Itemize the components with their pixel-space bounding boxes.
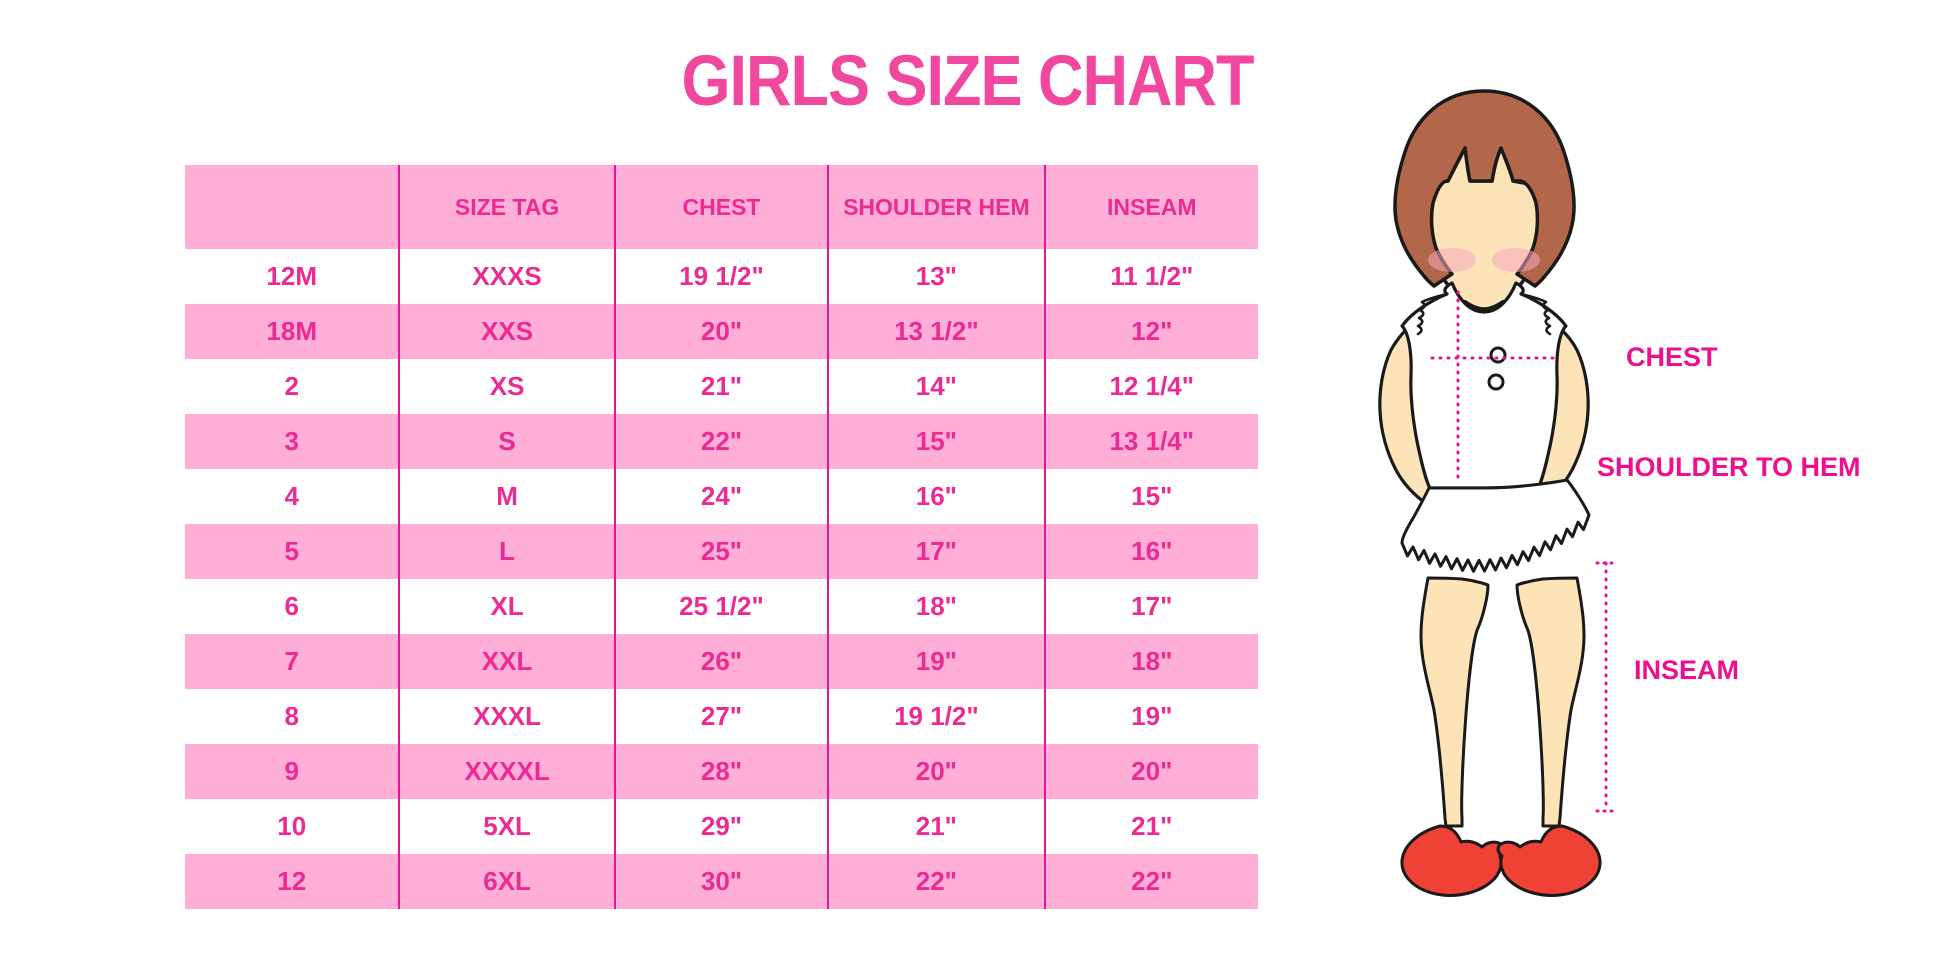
svg-text:CHEST: CHEST [1626, 342, 1718, 372]
svg-text:INSEAM: INSEAM [1634, 655, 1739, 685]
svg-text:SHOULDER TO HEM: SHOULDER TO HEM [1597, 452, 1861, 482]
